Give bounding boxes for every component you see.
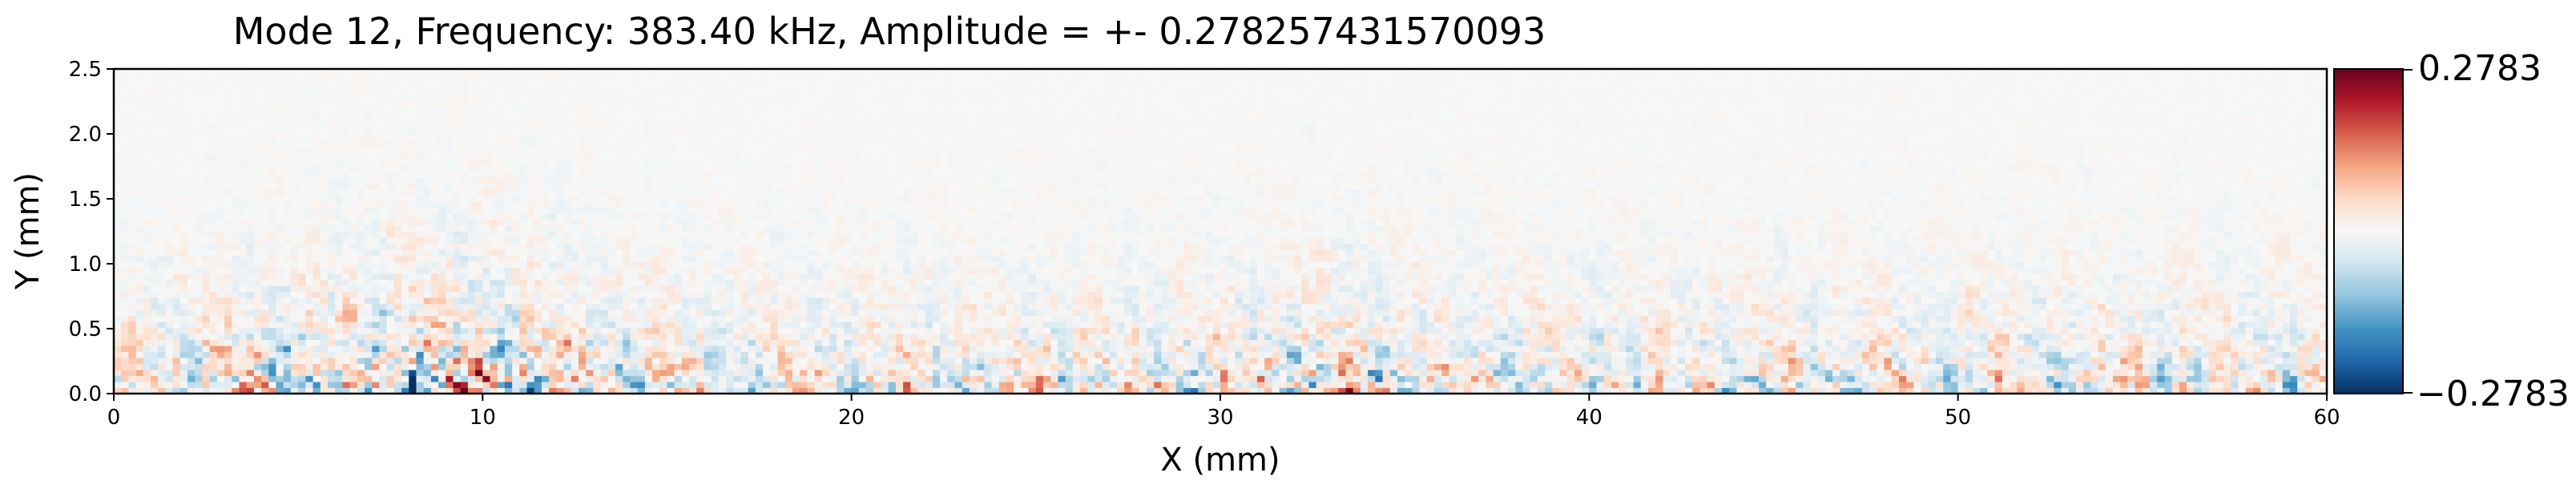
chart-title: Mode 12, Frequency: 383.40 kHz, Amplitud… <box>233 10 1546 53</box>
x-tick-label: 40 <box>1576 406 1602 430</box>
x-tick-label: 0 <box>107 406 121 430</box>
y-tick-label: 1.0 <box>69 253 102 277</box>
colorbar <box>2333 68 2404 394</box>
x-tick-label: 20 <box>838 406 865 430</box>
y-tick-label: 2.0 <box>69 123 102 147</box>
colorbar-min-label: −0.2783 <box>2417 374 2570 414</box>
colorbar-max-label: 0.2783 <box>2418 48 2542 89</box>
y-tick-label: 0.5 <box>69 317 102 341</box>
y-axis: 0.0 0.5 1.0 1.5 2.0 2.5 <box>69 58 114 406</box>
x-tick-label: 10 <box>470 406 496 430</box>
y-tick-label: 2.5 <box>69 58 102 82</box>
x-tick-label: 30 <box>1207 406 1233 430</box>
y-axis-label: Y (mm) <box>10 172 46 290</box>
y-tick-label: 1.5 <box>69 188 102 212</box>
x-tick-label: 50 <box>1945 406 1971 430</box>
y-tick-label: 0.0 <box>69 382 102 406</box>
x-axis: 0 10 20 30 40 50 60 <box>107 394 2340 430</box>
x-axis-label: X (mm) <box>1160 442 1280 479</box>
heatmap-field <box>114 69 2327 394</box>
x-tick-label: 60 <box>2313 406 2340 430</box>
